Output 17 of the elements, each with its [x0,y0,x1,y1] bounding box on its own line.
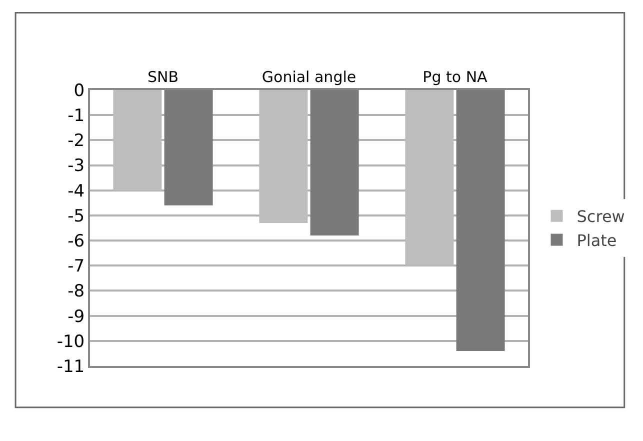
y-tick-label: 0 [74,80,85,101]
y-tick-label: -7 [68,256,85,277]
y-tick-label: -5 [68,206,85,226]
y-tick-label: -6 [68,232,85,252]
y-tick-label: -11 [56,356,85,377]
x-tick-label: Pg to NA [422,68,488,86]
legend-label: Plate [576,230,617,250]
y-tick-label: -4 [68,181,85,202]
x-tick-label: Gonial angle [262,68,356,86]
y-tick-label: -3 [68,156,85,176]
y-tick-label: -2 [68,131,85,152]
y-tick-label: -1 [68,106,85,126]
x-tick-label: SNB [147,68,179,86]
y-tick-label: -8 [68,282,85,302]
y-tick-label: -10 [56,332,85,352]
legend-label: Screw [576,207,625,226]
y-tick-label: -9 [68,306,85,327]
